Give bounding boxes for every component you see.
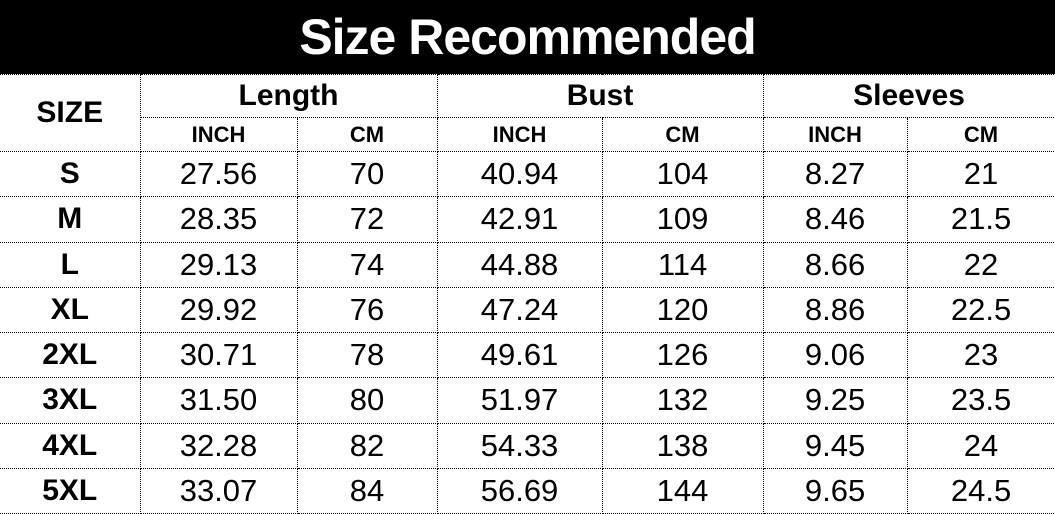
table-row-l: L 29.13 74 44.88 114 8.66 22 — [0, 241, 1055, 288]
bust-cm-value: 126 — [601, 331, 764, 379]
length-inch-value: 27.56 — [139, 150, 298, 198]
table-row-4xl: 4XL 32.28 82 54.33 138 9.45 24 — [0, 422, 1055, 469]
length-inch-value: 33.07 — [139, 467, 298, 514]
sleeves-inch-value: 8.66 — [762, 241, 908, 288]
bust-cm-value: 144 — [601, 467, 764, 514]
group-header-row: SIZE Length Bust Sleeves — [0, 74, 1055, 152]
table-row-2xl: 2XL 30.71 78 49.61 126 9.06 23 — [0, 331, 1055, 379]
sleeves-cm-value: 22.5 — [906, 286, 1055, 334]
bust-cm-value: 104 — [601, 150, 764, 198]
size-label: 3XL — [0, 377, 141, 424]
length-inch-value: 30.71 — [139, 331, 298, 379]
sleeves-inch-value: 9.25 — [762, 377, 908, 424]
sleeves-cm-value: 24 — [906, 422, 1055, 469]
sleeves-cm-value: 24.5 — [906, 467, 1055, 514]
bust-inch-value: 47.24 — [436, 286, 603, 334]
bust-inch-value: 42.91 — [436, 196, 603, 243]
sleeves-inch-value: 9.45 — [762, 422, 908, 469]
sleeves-cm-value: 23 — [906, 331, 1055, 379]
length-inch-value: 28.35 — [139, 196, 298, 243]
length-cm-value: 72 — [296, 196, 438, 243]
sleeves-inch-value: 8.27 — [762, 150, 908, 198]
sleeves-cm-value: 22 — [906, 241, 1055, 288]
size-column-header: SIZE — [0, 74, 141, 152]
length-cm-value: 74 — [296, 241, 438, 288]
bust-inch-value: 51.97 — [436, 377, 603, 424]
table-row-m: M 28.35 72 42.91 109 8.46 21.5 — [0, 196, 1055, 243]
size-label: M — [0, 196, 141, 243]
size-label: 2XL — [0, 331, 141, 379]
sleeves-inch-value: 9.65 — [762, 467, 908, 514]
unit-header-length-inch: INCH — [139, 117, 298, 152]
sleeves-cm-value: 21 — [906, 150, 1055, 198]
unit-header-row: INCH CM INCH CM INCH CM — [0, 117, 1055, 152]
sleeves-inch-value: 8.46 — [762, 196, 908, 243]
size-table: SIZE Length Bust Sleeves INCH CM INCH CM… — [0, 74, 1055, 514]
sleeves-inch-value: 8.86 — [762, 286, 908, 334]
unit-header-bust-inch: INCH — [436, 117, 603, 152]
length-inch-value: 31.50 — [139, 377, 298, 424]
bust-inch-value: 54.33 — [436, 422, 603, 469]
length-cm-value: 84 — [296, 467, 438, 514]
bust-cm-value: 138 — [601, 422, 764, 469]
table-row-s: S 27.56 70 40.94 104 8.27 21 — [0, 150, 1055, 198]
bust-inch-value: 40.94 — [436, 150, 603, 198]
bust-cm-value: 120 — [601, 286, 764, 334]
sleeves-cm-value: 21.5 — [906, 196, 1055, 243]
length-cm-value: 80 — [296, 377, 438, 424]
group-header-length: Length — [139, 74, 438, 118]
length-inch-value: 29.13 — [139, 241, 298, 288]
size-label: 4XL — [0, 422, 141, 469]
bust-inch-value: 44.88 — [436, 241, 603, 288]
bust-cm-value: 109 — [601, 196, 764, 243]
group-header-sleeves: Sleeves — [762, 74, 1055, 118]
length-cm-value: 76 — [296, 286, 438, 334]
bust-inch-value: 56.69 — [436, 467, 603, 514]
length-cm-value: 82 — [296, 422, 438, 469]
bust-inch-value: 49.61 — [436, 331, 603, 379]
length-inch-value: 29.92 — [139, 286, 298, 334]
page-title: Size Recommended — [299, 9, 756, 65]
bust-cm-value: 114 — [601, 241, 764, 288]
length-cm-value: 70 — [296, 150, 438, 198]
length-cm-value: 78 — [296, 331, 438, 379]
size-label: L — [0, 241, 141, 288]
table-row-xl: XL 29.92 76 47.24 120 8.86 22.5 — [0, 286, 1055, 334]
unit-header-length-cm: CM — [296, 117, 438, 152]
sleeves-cm-value: 23.5 — [906, 377, 1055, 424]
bust-cm-value: 132 — [601, 377, 764, 424]
unit-header-sleeves-inch: INCH — [762, 117, 908, 152]
unit-header-sleeves-cm: CM — [906, 117, 1055, 152]
unit-header-bust-cm: CM — [601, 117, 764, 152]
table-row-3xl: 3XL 31.50 80 51.97 132 9.25 23.5 — [0, 377, 1055, 424]
size-label: 5XL — [0, 467, 141, 514]
length-inch-value: 32.28 — [139, 422, 298, 469]
title-bar: Size Recommended — [0, 0, 1055, 74]
size-label: S — [0, 150, 141, 198]
table-row-5xl: 5XL 33.07 84 56.69 144 9.65 24.5 — [0, 467, 1055, 514]
group-header-bust: Bust — [436, 74, 764, 118]
sleeves-inch-value: 9.06 — [762, 331, 908, 379]
size-label: XL — [0, 286, 141, 334]
